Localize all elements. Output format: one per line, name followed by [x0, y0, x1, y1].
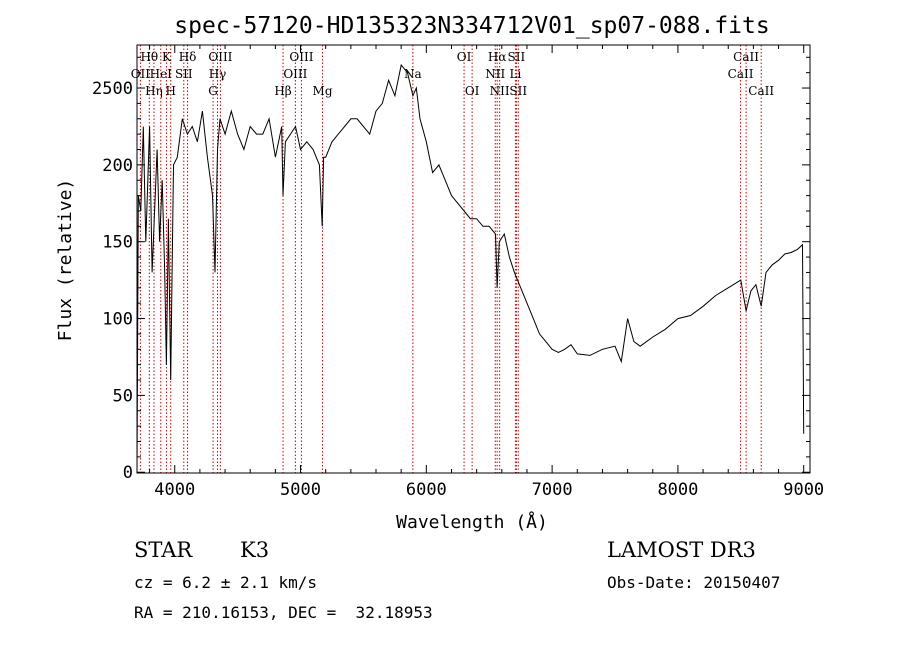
marker-label: Li [509, 67, 521, 81]
y-axis: 0 50 100 150 200 2500 [92, 56, 810, 483]
marker-label: CaII [728, 67, 754, 81]
marker-label: Hα [488, 50, 507, 64]
marker-label: Hδ [179, 50, 197, 64]
marker-lines [139, 45, 762, 473]
marker-label: OI [457, 50, 472, 64]
obs-date: Obs-Date: 20150407 [607, 573, 781, 592]
spectrum-line [136, 63, 805, 473]
plot-frame [136, 44, 811, 474]
marker-label: OII [131, 67, 151, 81]
x-tick-label: 5000 [280, 480, 321, 500]
chart-title: spec-57120-HD135323N334712V01_sp07-088.f… [174, 13, 769, 39]
x-tick-label: 6000 [406, 480, 447, 500]
y-tick-label: 2500 [92, 79, 133, 99]
x-tick-label: 9000 [783, 480, 824, 500]
marker-label: Hη [145, 84, 163, 98]
y-tick-label: 200 [102, 156, 133, 176]
marker-label: OIII [208, 50, 232, 64]
marker-label: NII [485, 67, 505, 81]
x-tick-label: 7000 [532, 480, 573, 500]
marker-label: SII [509, 84, 527, 98]
marker-label: K [162, 50, 172, 64]
marker-label: SII [175, 67, 193, 81]
marker-label: OIII [283, 67, 307, 81]
y-tick-label: 0 [123, 463, 133, 483]
x-tick-label: 8000 [657, 480, 698, 500]
marker-label: OIII [289, 50, 313, 64]
marker-label: OI [465, 84, 480, 98]
y-tick-label: 150 [102, 233, 133, 253]
marker-label: Hβ [274, 84, 291, 98]
marker-label: Hγ [209, 67, 227, 81]
x-tick-label: 4000 [154, 480, 195, 500]
object-class: STAR [134, 538, 193, 562]
y-tick-label: 100 [102, 310, 133, 330]
marker-label: NII [490, 84, 510, 98]
redshift-readout: cz = 6.2 ± 2.1 km/s [134, 573, 318, 592]
marker-label: Hθ [140, 50, 158, 64]
marker-label: H [165, 84, 175, 98]
y-tick-label: 50 [113, 386, 133, 406]
coordinates: RA = 210.16153, DEC = 32.18953 [134, 603, 433, 622]
x-axis-label: Wavelength (Å) [396, 511, 548, 533]
marker-label: CaII [733, 50, 759, 64]
y-axis-label: Flux (relative) [55, 179, 76, 342]
marker-label: Mg [313, 84, 333, 98]
survey-name: LAMOST DR3 [607, 538, 756, 562]
subclass: K3 [240, 538, 270, 562]
x-axis: 4000 5000 6000 7000 8000 9000 [149, 45, 824, 500]
marker-labels: HθOIIHηHeIKHSIIHδGHγOIIIHβOIIIOIIIMgNaOI… [131, 50, 775, 98]
marker-label: G [208, 84, 218, 98]
marker-label: Na [404, 67, 422, 81]
marker-label: SII [508, 50, 526, 64]
marker-label: HeI [150, 67, 173, 81]
marker-label: CaII [748, 84, 774, 98]
